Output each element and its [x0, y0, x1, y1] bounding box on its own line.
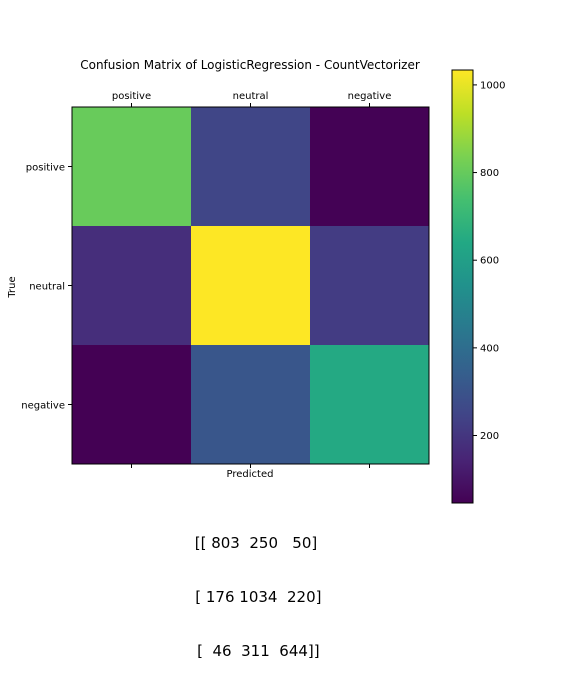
confusion-matrix-chart: Confusion Matrix of LogisticRegression -…: [7, 58, 505, 504]
heatmap-cell: [72, 107, 192, 227]
heatmap-cell: [191, 345, 311, 465]
matrix-line: [ 46 311 644]]: [192, 642, 320, 660]
heatmap-cell: [191, 107, 311, 227]
heatmap-cell: [72, 345, 192, 465]
heatmap-cell: [310, 107, 430, 227]
x-axis-label: Predicted: [227, 469, 274, 480]
colorbar-tick-label: 200: [480, 431, 499, 442]
colorbar-tick-label: 600: [480, 256, 499, 267]
heatmap-cell: [310, 345, 430, 465]
y-tick-label: neutral: [29, 282, 65, 293]
colorbar-tick-label: 1000: [480, 80, 505, 91]
heatmap-cell: [191, 226, 311, 346]
x-tick-label: positive: [112, 91, 151, 102]
colorbar-tick-label: 400: [480, 343, 499, 354]
matrix-line: [ 176 1034 220]: [190, 588, 322, 606]
confusion-matrix-printout: [[ 803 250 50] [ 176 1034 220] [ 46 311 …: [0, 498, 512, 678]
heatmap-cell: [310, 226, 430, 346]
y-axis-label: True: [7, 276, 18, 298]
colorbar: [451, 69, 474, 504]
heatmap-cells: [72, 107, 430, 465]
x-tick-label: negative: [348, 91, 392, 102]
x-tick-label: neutral: [233, 91, 269, 102]
axis-ticks: positive neutral negative positive neutral ne…: [21, 91, 391, 468]
colorbar-tick-label: 800: [480, 168, 499, 179]
colorbar-ticks: 200 400 600 800 1000: [473, 80, 505, 442]
chart-title: Confusion Matrix of LogisticRegression -…: [80, 58, 420, 72]
heatmap-cell: [72, 226, 192, 346]
y-tick-label: negative: [21, 401, 65, 412]
matrix-line: [[ 803 250 50]: [194, 534, 318, 552]
y-tick-label: positive: [26, 163, 65, 174]
